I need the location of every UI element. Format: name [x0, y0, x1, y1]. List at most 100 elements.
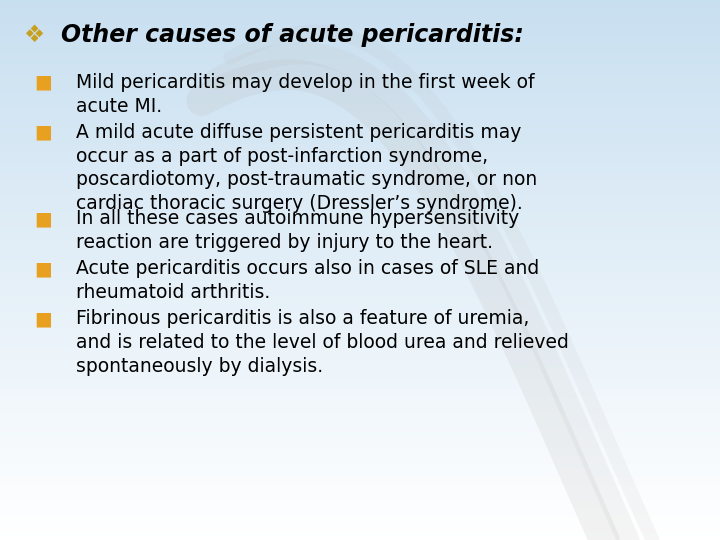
Bar	[0, 167, 720, 169]
Bar	[0, 390, 720, 393]
Bar	[0, 416, 720, 417]
Text: Other causes of acute pericarditis:: Other causes of acute pericarditis:	[61, 23, 524, 47]
Bar	[0, 428, 720, 430]
Bar	[0, 355, 720, 356]
Bar	[0, 497, 720, 498]
Bar	[0, 238, 720, 239]
Bar	[0, 389, 720, 390]
Bar	[0, 11, 720, 12]
Bar	[0, 23, 720, 25]
Bar	[0, 20, 720, 22]
Bar	[0, 36, 720, 38]
Bar	[0, 194, 720, 196]
Bar	[0, 191, 720, 193]
Bar	[0, 511, 720, 513]
Bar	[0, 12, 720, 15]
Bar	[0, 405, 720, 407]
Text: Acute pericarditis occurs also in cases of SLE and
rheumatoid arthritis.: Acute pericarditis occurs also in cases …	[76, 259, 539, 302]
Text: ■: ■	[35, 123, 53, 142]
Bar	[0, 351, 720, 353]
Bar	[0, 371, 720, 373]
Bar	[0, 538, 720, 540]
Bar	[0, 491, 720, 493]
Bar	[0, 322, 720, 324]
Bar	[0, 47, 720, 49]
Bar	[0, 147, 720, 150]
Bar	[0, 255, 720, 258]
Bar	[0, 130, 720, 131]
Bar	[0, 400, 720, 401]
Bar	[0, 367, 720, 369]
Bar	[0, 214, 720, 216]
Bar	[0, 162, 720, 164]
Bar	[0, 309, 720, 312]
Bar	[0, 54, 720, 56]
Bar	[0, 353, 720, 355]
Bar	[0, 347, 720, 349]
Bar	[0, 27, 720, 29]
Bar	[0, 205, 720, 207]
Bar	[0, 470, 720, 471]
Bar	[0, 198, 720, 200]
Bar	[0, 464, 720, 466]
Bar	[0, 517, 720, 518]
Bar	[0, 212, 720, 214]
Bar	[0, 174, 720, 177]
Bar	[0, 409, 720, 410]
Text: Fibrinous pericarditis is also a feature of uremia,
and is related to the level : Fibrinous pericarditis is also a feature…	[76, 309, 569, 376]
Bar	[0, 258, 720, 259]
Bar	[0, 185, 720, 187]
Bar	[0, 481, 720, 482]
Bar	[0, 140, 720, 142]
Bar	[0, 331, 720, 333]
Bar	[0, 7, 720, 9]
Bar	[0, 387, 720, 389]
Bar	[0, 333, 720, 335]
Bar	[0, 427, 720, 428]
Bar	[0, 22, 720, 23]
Bar	[0, 288, 720, 290]
Bar	[0, 225, 720, 227]
Bar	[0, 477, 720, 479]
Bar	[0, 277, 720, 279]
Bar	[0, 434, 720, 436]
Bar	[0, 461, 720, 463]
Bar	[0, 227, 720, 228]
Bar	[0, 43, 720, 45]
Bar	[0, 447, 720, 448]
Bar	[0, 495, 720, 497]
Bar	[0, 466, 720, 468]
Bar	[0, 290, 720, 292]
Bar	[0, 383, 720, 385]
Bar	[0, 228, 720, 231]
Bar	[0, 77, 720, 79]
Bar	[0, 501, 720, 502]
Bar	[0, 81, 720, 83]
Bar	[0, 401, 720, 403]
Bar	[0, 374, 720, 376]
Bar	[0, 83, 720, 85]
Bar	[0, 234, 720, 236]
Bar	[0, 182, 720, 184]
Bar	[0, 488, 720, 490]
Bar	[0, 189, 720, 191]
Bar	[0, 533, 720, 535]
Bar	[0, 306, 720, 308]
Text: In all these cases autoimmune hypersensitivity
reaction are triggered by injury : In all these cases autoimmune hypersensi…	[76, 210, 519, 252]
Bar	[0, 376, 720, 378]
Bar	[0, 535, 720, 536]
Bar	[0, 326, 720, 328]
Bar	[0, 484, 720, 486]
Bar	[0, 58, 720, 59]
Bar	[0, 254, 720, 255]
Bar	[0, 221, 720, 223]
Bar	[0, 166, 720, 167]
Bar	[0, 272, 720, 274]
Bar	[0, 245, 720, 247]
Bar	[0, 126, 720, 128]
Bar	[0, 452, 720, 454]
Bar	[0, 59, 720, 61]
Bar	[0, 279, 720, 281]
Bar	[0, 360, 720, 362]
Bar	[0, 173, 720, 174]
